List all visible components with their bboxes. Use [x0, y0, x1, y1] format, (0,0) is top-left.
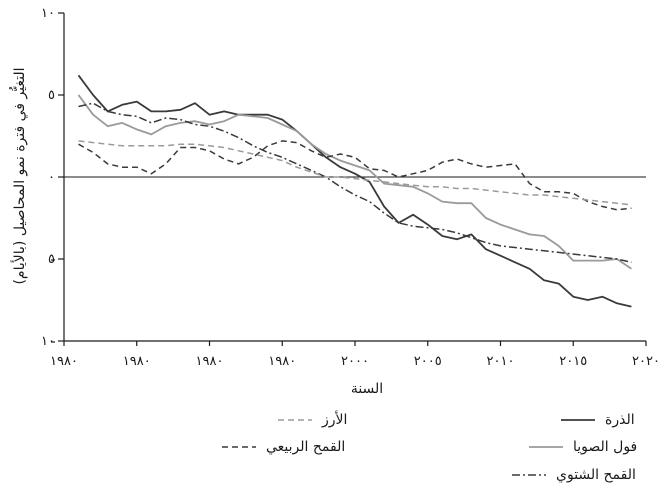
y-tick-label: ٠ — [48, 170, 55, 185]
series-line-4 — [78, 140, 632, 206]
legend-label: الذرة — [605, 412, 635, 428]
y-tick-label: ١٠ — [41, 6, 55, 21]
x-tick-label: ١٩٨٠ — [268, 354, 296, 369]
legend-swatch-dashed — [278, 419, 312, 421]
x-tick-label: ١٩٨٠ — [196, 354, 224, 369]
y-axis: ١٠٥٠٥١٠ — [41, 6, 65, 349]
legend-swatch-solid-dark — [561, 419, 595, 421]
legend-label: الأرز — [322, 412, 348, 428]
legend-swatch-dashdot — [512, 474, 546, 476]
x-tick-label: ٢٠٢٠ — [632, 354, 660, 369]
legend-swatch-solid-light — [529, 446, 563, 448]
legend-label: فول الصويا — [573, 439, 638, 455]
y-tick-label: ٥ — [48, 88, 55, 103]
x-tick-label: ٢٠١٠ — [487, 354, 515, 369]
legend-swatch-dashed — [222, 446, 256, 448]
series-line-2 — [78, 102, 632, 264]
legend-item-soybean: فول الصويا — [529, 439, 637, 455]
series-line-0 — [77, 74, 632, 308]
x-axis: ١٩٨٠ ١٩٨٠ ١٩٨٠ ١٩٨٠ ٢٠٠٠ ٢٠٠٥ ٢٠١٠ ٢٠١٥ ٢٠٢٠ — [50, 340, 660, 369]
legend-label: القمح الربيعي — [266, 439, 346, 455]
x-tick-label: ٢٠٠٥ — [414, 354, 442, 369]
legend-item-corn: الذرة — [561, 412, 635, 428]
legend-item-rice: الأرز — [278, 412, 347, 428]
series-layer — [77, 74, 632, 308]
legend-item-spring-wheat: القمح الربيعي — [222, 439, 345, 455]
x-tick-label: ١٩٨٠ — [123, 354, 151, 369]
x-tick-label: ٢٠١٥ — [559, 354, 587, 369]
x-tick-label: ١٩٨٠ — [50, 354, 78, 369]
legend-item-winter-wheat: القمح الشتوي — [512, 467, 636, 483]
x-tick-label: ٢٠٠٠ — [341, 354, 369, 369]
legend-label: القمح الشتوي — [556, 467, 636, 483]
series-line-1 — [77, 94, 632, 270]
x-axis-title: السنة — [351, 381, 383, 397]
y-axis-title: التغيُّر في فترة نمو المحاصيل (بالأيام) — [9, 67, 28, 284]
series-line-3 — [78, 140, 632, 211]
y-tick-label: ١٠ — [41, 334, 55, 349]
